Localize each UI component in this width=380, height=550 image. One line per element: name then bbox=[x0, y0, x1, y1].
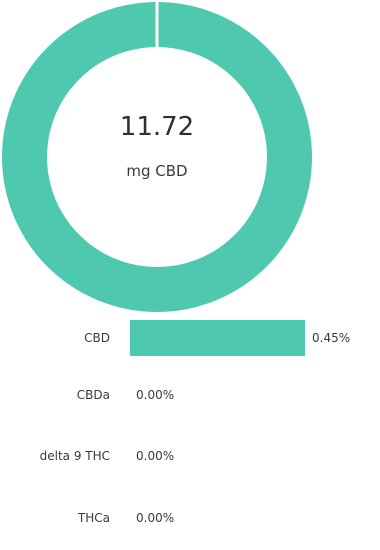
donut-center-value: 11.72 bbox=[119, 112, 195, 142]
bar-label: delta 9 THC bbox=[39, 449, 110, 463]
bar-value-label: 0.00% bbox=[136, 388, 175, 402]
bar-label: CBD bbox=[84, 331, 110, 345]
cannabinoid-bar-chart: CBD 0.45% CBDa 0.00% delta 9 THC 0.00% THCa 0.0… bbox=[0, 320, 380, 550]
bar-row: CBD 0.45% bbox=[0, 320, 380, 356]
bar-value-label: 0.45% bbox=[312, 331, 351, 345]
donut-center-unit: mg CBD bbox=[126, 162, 188, 180]
bar-label: THCa bbox=[77, 511, 110, 525]
donut-slice-cbd bbox=[1, 2, 312, 312]
cannabinoid-donut-chart: 11.72 mg CBD bbox=[0, 0, 320, 315]
bar-value-label: 0.00% bbox=[136, 511, 175, 525]
bar-label: CBDa bbox=[76, 388, 110, 402]
bar-row: CBDa 0.00% bbox=[0, 377, 380, 413]
bar-fill bbox=[130, 320, 305, 356]
donut-svg bbox=[1, 1, 312, 312]
bar-value-label: 0.00% bbox=[136, 449, 175, 463]
bar-row: THCa 0.00% bbox=[0, 500, 380, 536]
bar-row: delta 9 THC 0.00% bbox=[0, 438, 380, 474]
